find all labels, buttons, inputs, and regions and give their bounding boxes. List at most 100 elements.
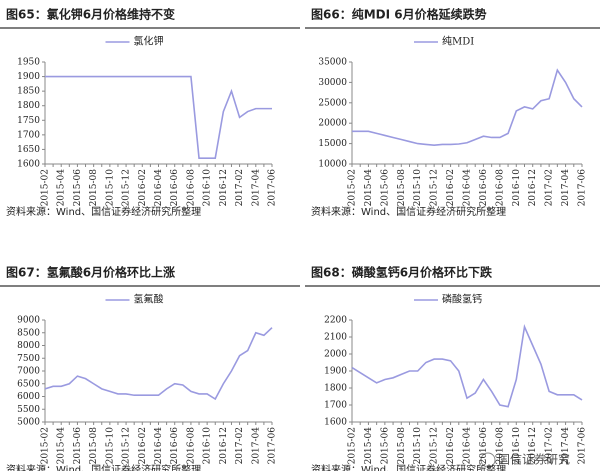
x-tick-label: 2015-06 — [380, 427, 390, 465]
y-tick-label: 1950 — [17, 58, 40, 68]
y-tick-label: 1900 — [324, 367, 347, 377]
watermark-icon — [480, 452, 496, 468]
x-tick-label: 2016-12 — [528, 427, 538, 464]
y-tick-label: 1700 — [324, 401, 347, 411]
x-tick-label: 2015-12 — [430, 169, 440, 206]
x-tick-label: 2016-12 — [219, 169, 229, 206]
x-tick-label: 2016-04 — [463, 169, 473, 207]
y-tick-label: 1750 — [17, 116, 40, 126]
x-tick-label: 2016-06 — [170, 427, 180, 465]
x-tick-label: 2015-10 — [105, 427, 115, 465]
x-tick-label: 2015-08 — [89, 427, 99, 465]
legend-label: 氯化钾 — [134, 35, 164, 48]
x-tick-label: 2017-02 — [545, 427, 555, 464]
x-tick-label: 2015-12 — [122, 169, 132, 206]
source-note: 资料来源：Wind、国信证券经济研究所整理 — [311, 205, 506, 218]
y-tick-label: 30000 — [318, 78, 347, 88]
x-tick-label: 2016-08 — [186, 169, 196, 207]
y-tick-label: 1900 — [17, 72, 40, 82]
series-line — [351, 323, 583, 408]
y-tick-label: 1850 — [17, 87, 40, 97]
series-line — [352, 68, 583, 147]
legend-label: 纯MDI — [442, 35, 474, 48]
x-tick-label: 2015-04 — [364, 427, 374, 465]
y-tick-label: 20000 — [318, 119, 347, 129]
x-tick-label: 2015-08 — [397, 427, 407, 465]
legend-label: 磷酸氢钙 — [442, 293, 482, 306]
series-line — [45, 75, 272, 159]
x-tick-label: 2015-02 — [41, 169, 51, 206]
chart-title: 图68：磷酸氢钙6月价格环比下跌 — [311, 265, 493, 280]
x-tick-label: 2016-06 — [479, 169, 489, 207]
x-tick-label: 2016-10 — [203, 427, 213, 465]
y-tick-label: 15000 — [318, 139, 347, 149]
y-tick-label: 35000 — [318, 58, 347, 68]
x-tick-label: 2016-08 — [495, 169, 505, 207]
x-tick-label: 2015-10 — [413, 169, 423, 207]
y-tick-label: 6000 — [17, 392, 40, 402]
x-tick-label: 2016-10 — [512, 427, 522, 465]
y-tick-label: 2000 — [324, 350, 347, 360]
x-tick-label: 2016-08 — [186, 427, 196, 465]
x-tick-label: 2017-02 — [235, 169, 245, 206]
x-tick-label: 2015-06 — [73, 169, 83, 207]
y-tick-label: 10000 — [318, 160, 347, 170]
x-tick-label: 2016-04 — [463, 427, 473, 465]
legend-label: 氢氟酸 — [134, 293, 164, 306]
source-note: 资料来源：Wind、国信证券经济研究所整理 — [6, 205, 201, 218]
y-tick-label: 5500 — [17, 405, 40, 415]
x-tick-label: 2017-02 — [545, 169, 555, 206]
y-tick-label: 9000 — [17, 316, 40, 326]
x-tick-label: 2015-08 — [397, 169, 407, 207]
y-tick-label: 6500 — [17, 379, 40, 389]
y-tick-label: 1600 — [17, 160, 40, 170]
x-tick-label: 2016-10 — [512, 169, 522, 207]
x-tick-label: 2017-06 — [268, 427, 278, 465]
x-tick-label: 2015-12 — [122, 427, 132, 464]
y-tick-label: 2200 — [324, 316, 347, 326]
y-tick-label: 7000 — [17, 367, 40, 377]
chart-title: 图66：纯MDI 6月价格延续跌势 — [311, 7, 487, 22]
y-tick-label: 1600 — [324, 418, 347, 428]
y-tick-label: 1700 — [17, 130, 40, 140]
x-tick-label: 2016-08 — [495, 427, 505, 465]
source-note: 资料来源：Wind、国信证券经济研究所整理 — [311, 463, 506, 471]
x-tick-label: 2017-04 — [251, 169, 261, 207]
x-tick-label: 2016-04 — [154, 427, 164, 465]
x-tick-label: 2016-02 — [138, 427, 148, 464]
x-tick-label: 2016-06 — [170, 169, 180, 207]
x-tick-label: 2015-06 — [73, 427, 83, 465]
source-note: 资料来源：Wind、国信证券经济研究所整理 — [6, 463, 201, 471]
x-tick-label: 2015-10 — [105, 169, 115, 207]
watermark: 国信证券研究 — [498, 452, 570, 467]
x-tick-label: 2015-10 — [413, 427, 423, 465]
x-tick-label: 2016-02 — [446, 169, 456, 206]
x-tick-label: 2016-10 — [203, 169, 213, 207]
x-tick-label: 2016-12 — [219, 427, 229, 464]
y-tick-label: 5000 — [17, 418, 40, 428]
x-tick-label: 2015-02 — [348, 169, 358, 206]
x-tick-label: 2017-06 — [268, 169, 278, 207]
y-tick-label: 8500 — [17, 328, 40, 338]
x-tick-label: 2016-02 — [138, 169, 148, 206]
x-tick-label: 2016-12 — [528, 169, 538, 206]
x-tick-label: 2016-02 — [446, 427, 456, 464]
y-tick-label: 1650 — [17, 145, 40, 155]
x-tick-label: 2017-04 — [561, 427, 571, 465]
x-tick-label: 2015-04 — [57, 169, 67, 207]
series-line — [44, 327, 273, 401]
y-tick-label: 25000 — [318, 98, 347, 108]
chart-title: 图65：氯化钾6月价格维持不变 — [6, 7, 175, 22]
x-tick-label: 2017-02 — [235, 427, 245, 464]
y-tick-label: 1800 — [324, 384, 347, 394]
x-tick-label: 2017-06 — [578, 427, 588, 465]
y-tick-label: 2100 — [324, 333, 347, 343]
x-tick-label: 2015-08 — [89, 169, 99, 207]
x-tick-label: 2016-04 — [154, 169, 164, 207]
x-tick-label: 2015-02 — [348, 427, 358, 464]
x-tick-label: 2016-06 — [479, 427, 489, 465]
y-tick-label: 1800 — [17, 101, 40, 111]
x-tick-label: 2017-04 — [251, 427, 261, 465]
chart-title: 图67：氢氟酸6月价格环比上涨 — [6, 265, 175, 280]
